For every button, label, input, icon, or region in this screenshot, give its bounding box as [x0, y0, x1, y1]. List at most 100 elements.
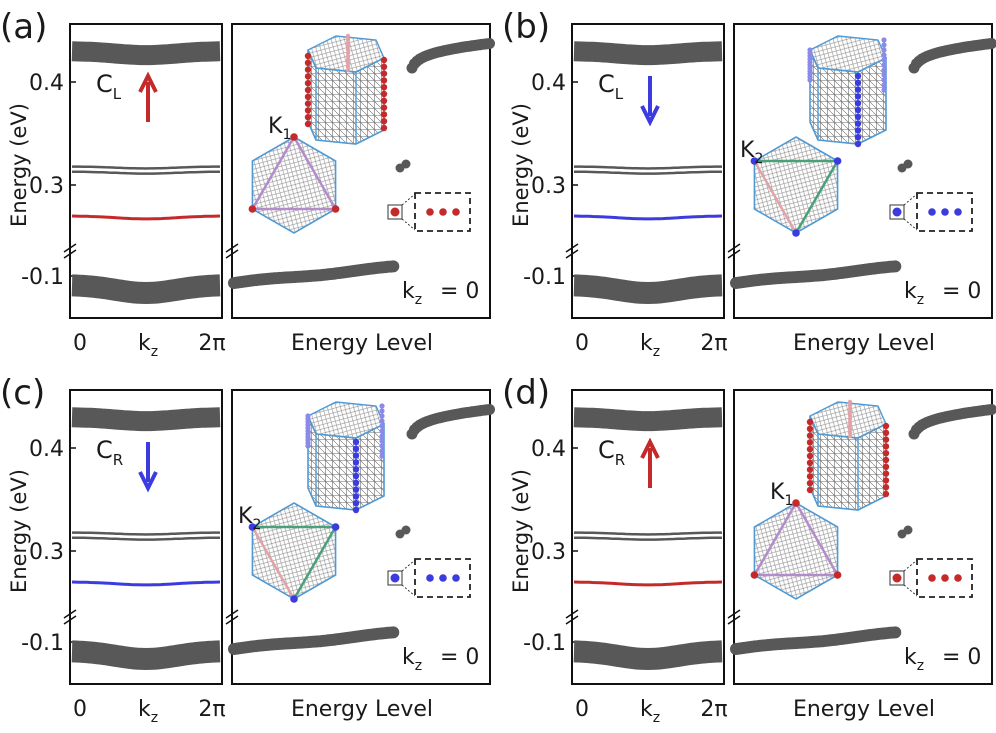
- lower-band: [573, 640, 723, 671]
- helix-dot-back: [379, 453, 385, 459]
- triangle-edge: [794, 160, 839, 234]
- helix-dot-back: [881, 87, 887, 93]
- zoom-dot: [426, 574, 434, 582]
- valley-vertex-dot: [248, 205, 257, 213]
- panel-d: (d) Energy (eV) 0.4 0.3 -0.1 CR 0 kz 2π Energy Le…: [502, 373, 996, 726]
- helix-dot: [806, 418, 814, 426]
- helix-dot-back: [345, 61, 351, 66]
- valley-label: K1: [268, 114, 291, 143]
- zoom-box: [414, 192, 471, 232]
- helix-dot: [380, 118, 388, 125]
- zoom-connector: [401, 559, 416, 597]
- helix-dot: [352, 466, 360, 473]
- spectrum-dot: [903, 525, 913, 535]
- spectrum-dot: [889, 260, 902, 273]
- helix-dot: [882, 477, 890, 484]
- helix-dot: [882, 463, 890, 470]
- helix-dot-back: [847, 416, 853, 422]
- zoom-dot: [928, 574, 936, 582]
- helix-dot: [854, 106, 862, 114]
- arrow-up-icon: [640, 437, 660, 459]
- axis-break-mark: [225, 609, 239, 625]
- helix-dot: [352, 506, 360, 514]
- zoom-dot: [439, 574, 447, 582]
- triangle-edge: [292, 136, 337, 210]
- valley-label: K1: [770, 480, 793, 509]
- kz-label: kz: [904, 645, 924, 674]
- helix-dot-back: [881, 42, 887, 48]
- helix-dot: [854, 140, 862, 148]
- helix-dot: [854, 79, 862, 87]
- triangle-edge: [251, 526, 296, 600]
- zoom-dot: [941, 574, 949, 582]
- arrow-down-icon: [138, 471, 158, 493]
- upper-band: [71, 407, 221, 432]
- helix-dot-back: [881, 72, 887, 78]
- panel-b: (b) Energy (eV) 0.4 0.3 -0.1 CL 0 kz 2π Energy Le…: [502, 7, 996, 360]
- zoom-dot: [439, 208, 447, 216]
- helix-dot-back: [847, 413, 853, 418]
- x-tick-label-kz: kz: [138, 697, 158, 726]
- edge-state-dot: [892, 207, 902, 217]
- helix-dot-back: [379, 413, 385, 419]
- twin-band-2: [574, 536, 722, 541]
- helix-dot: [806, 459, 814, 466]
- helix-dot: [806, 446, 814, 453]
- spectrum-axes-frame: [733, 389, 993, 685]
- spectrum-dot: [986, 38, 996, 49]
- helix-dot-back: [345, 57, 351, 62]
- zoom-dot: [452, 208, 460, 216]
- helix-dot-back: [345, 44, 351, 49]
- triangle-edge: [292, 526, 337, 600]
- y-axis-title: Energy (eV): [509, 469, 533, 593]
- helix-dot: [380, 84, 388, 91]
- y-axis-title: Energy (eV): [7, 469, 31, 593]
- axis-break-mark: [63, 243, 77, 259]
- helix-dot: [882, 490, 890, 498]
- prism-edge: [817, 434, 859, 510]
- axis-break-mark: [727, 609, 741, 625]
- chiral-band: [573, 580, 723, 587]
- helix-dot: [882, 436, 890, 443]
- helix-dot-back: [881, 67, 887, 73]
- helix-dot-back: [881, 52, 887, 58]
- spectrum-x-title: Energy Level: [291, 331, 433, 356]
- helix-dot: [882, 484, 890, 491]
- arrow-up-icon: [138, 71, 158, 93]
- chirality-label: CR: [96, 436, 123, 469]
- valley-vertex-dot: [290, 595, 298, 603]
- helix-dot-back: [379, 408, 385, 414]
- helix-dot: [380, 63, 388, 70]
- helix-dot-back: [847, 420, 853, 425]
- helix-dot: [352, 438, 360, 446]
- x-tick-label: 2π: [700, 331, 727, 356]
- helix-dot: [380, 111, 388, 118]
- triangle-edge: [251, 136, 296, 210]
- edge-state-dot: [390, 207, 400, 217]
- valley-vertex-dot: [331, 523, 340, 531]
- helix-dot: [806, 432, 814, 439]
- x-tick-label-kz: kz: [640, 697, 660, 726]
- valley-vertex-dot: [792, 229, 800, 237]
- twin-band-1: [574, 531, 722, 536]
- upper-band: [573, 41, 723, 66]
- lower-band: [573, 274, 723, 305]
- helix-dot: [304, 120, 312, 128]
- twin-band-1: [574, 165, 722, 170]
- zoom-dot: [954, 574, 962, 582]
- band-axes-frame: [571, 389, 725, 685]
- helix-dot-back: [847, 423, 853, 428]
- y-tick-label: 0.3: [531, 174, 566, 199]
- spectrum-x-title: Energy Level: [793, 697, 935, 722]
- helix-dot: [352, 479, 360, 486]
- x-tick-label-kz: kz: [138, 331, 158, 360]
- y-tick-label: -0.1: [523, 265, 566, 290]
- helix-dot: [806, 425, 814, 432]
- helix-dot-back: [881, 77, 887, 83]
- spectrum-dot: [401, 159, 411, 169]
- valley-vertex-dot: [833, 571, 842, 579]
- spectrum-dot: [484, 38, 495, 49]
- helix-dot: [352, 486, 360, 493]
- edge-state-dot: [892, 573, 902, 583]
- helix-dot-back: [345, 64, 351, 69]
